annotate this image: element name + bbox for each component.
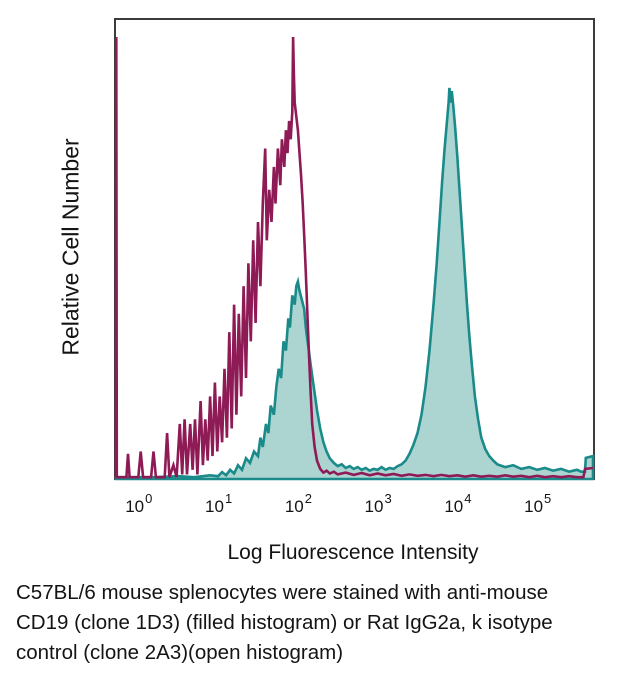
y-axis-label: Relative Cell Number (57, 138, 84, 356)
x-tick-exponent: 5 (544, 491, 552, 507)
x-tick-exponent: 3 (384, 491, 392, 507)
figure-caption: C57BL/6 mouse splenocytes were stained w… (16, 578, 616, 668)
x-tick-10e3: 103 (364, 491, 392, 516)
x-axis-label: Log Fluorescence Intensity (227, 541, 479, 564)
x-tick-exponent: 4 (464, 491, 472, 507)
x-tick-10e4: 104 (444, 491, 472, 516)
x-tick-10e2: 102 (284, 491, 312, 516)
x-tick-exponent: 0 (145, 491, 153, 507)
histogram-plot (114, 18, 595, 481)
x-tick-10e1: 101 (205, 491, 233, 516)
x-tick-exponent: 2 (304, 491, 312, 507)
caption-line-1: C57BL/6 mouse splenocytes were stained w… (16, 581, 549, 604)
isotype-open-curve (114, 36, 594, 479)
x-tick-10e0: 100 (125, 491, 153, 516)
caption-line-3: control (clone 2A3)(open histogram) (16, 641, 344, 664)
cd19-filled-curve (114, 87, 595, 481)
x-tick-exponent: 1 (224, 491, 233, 507)
caption-line-2: CD19 (clone 1D3) (filled histogram) or R… (16, 611, 553, 634)
plot-border (114, 18, 595, 480)
x-tick-10e5: 105 (524, 491, 552, 516)
